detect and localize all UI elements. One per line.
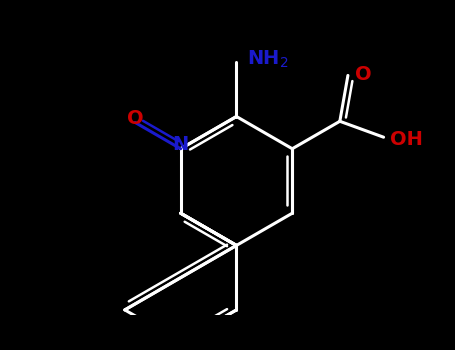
Text: N: N: [172, 135, 189, 154]
Text: O: O: [355, 65, 372, 84]
Text: O: O: [127, 110, 143, 128]
Text: NH$_2$: NH$_2$: [247, 49, 289, 70]
Text: OH: OH: [389, 130, 422, 149]
